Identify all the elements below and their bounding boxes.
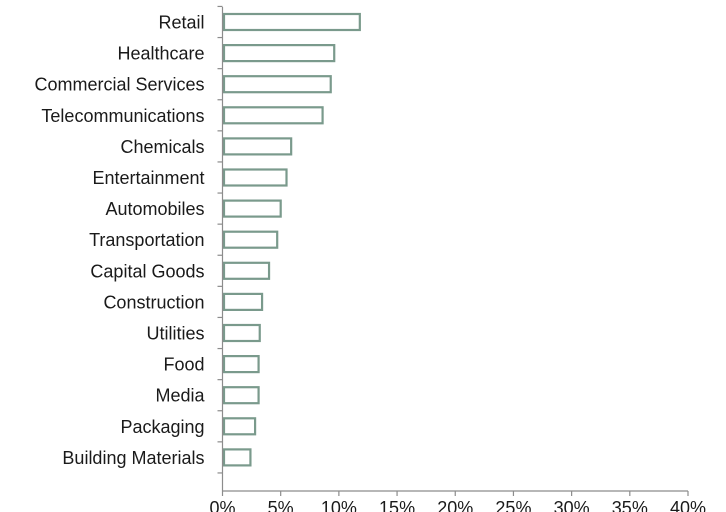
x-tick-label: 0% — [209, 498, 235, 512]
bar-packaging — [222, 417, 257, 436]
category-label-packaging: Packaging — [120, 417, 204, 437]
category-label-media: Media — [155, 386, 205, 406]
category-label-chemicals: Chemicals — [120, 137, 204, 157]
category-label-telecommunications: Telecommunications — [41, 106, 204, 126]
bar-automobiles — [222, 199, 282, 218]
category-label-utilities: Utilities — [146, 324, 204, 344]
bar-chemicals — [222, 137, 293, 156]
category-label-construction: Construction — [103, 292, 204, 312]
x-tick-label: 35% — [612, 498, 648, 512]
bar-healthcare — [222, 43, 336, 63]
bar-construction — [222, 292, 264, 311]
x-tick-labels: 0% 5% 10% 15% 20% 25% 30% 35% 40% — [209, 498, 706, 512]
x-tick-label: 5% — [268, 498, 294, 512]
x-tick-label: 20% — [437, 498, 473, 512]
x-tick-label: 25% — [495, 498, 531, 512]
bar-utilities — [222, 323, 261, 343]
bar-media — [222, 386, 260, 405]
category-label-transportation: Transportation — [89, 230, 204, 250]
x-tick-label: 40% — [670, 498, 706, 512]
category-label-food: Food — [163, 355, 204, 375]
x-axis-ticks — [221, 491, 689, 496]
category-label-capital-goods: Capital Goods — [90, 261, 204, 281]
bar-commercial-services — [222, 75, 332, 94]
category-label-automobiles: Automobiles — [105, 199, 204, 219]
bar-food — [222, 355, 260, 374]
category-label-healthcare: Healthcare — [117, 44, 204, 64]
category-label-building-materials: Building Materials — [62, 448, 204, 468]
category-label-entertainment: Entertainment — [92, 168, 204, 188]
x-tick-label: 10% — [321, 498, 357, 512]
x-tick-label: 30% — [554, 498, 590, 512]
bar-entertainment — [222, 168, 288, 187]
category-label-commercial-services: Commercial Services — [34, 75, 204, 95]
bar-telecommunications — [222, 106, 324, 125]
bar-retail — [222, 12, 361, 32]
category-labels: Retail Healthcare Commercial Services Telec… — [34, 13, 205, 468]
bar-transportation — [222, 230, 279, 249]
category-label-retail: Retail — [158, 13, 204, 33]
bar-building-materials — [222, 448, 252, 467]
bar-capital-goods — [222, 261, 271, 280]
bars-layer — [222, 12, 361, 467]
y-axis-ticks — [217, 5, 223, 474]
x-tick-label: 15% — [379, 498, 415, 512]
